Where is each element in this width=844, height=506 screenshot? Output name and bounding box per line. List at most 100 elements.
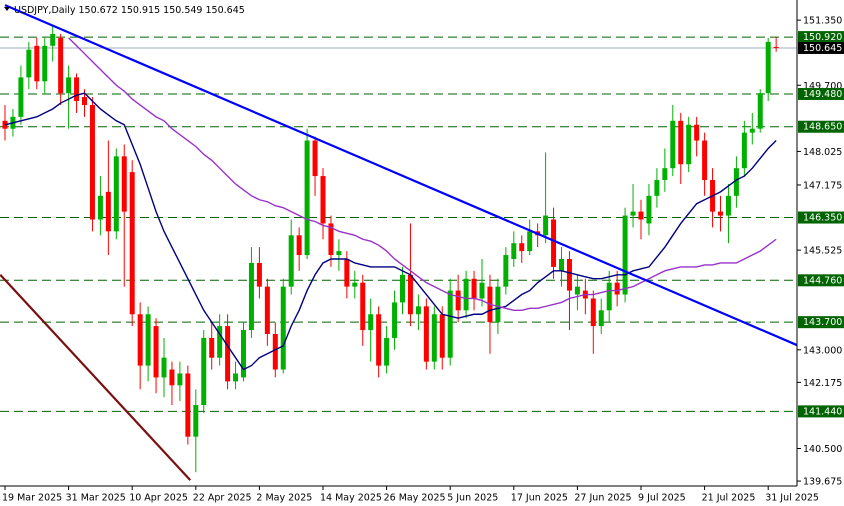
- candle-body: [225, 326, 231, 382]
- moving-average: [4, 92, 777, 371]
- candle-body: [145, 314, 151, 366]
- y-tick-label: 140.500: [803, 444, 842, 455]
- candle-body: [352, 282, 358, 287]
- candle-body: [304, 140, 310, 256]
- candle-body: [209, 337, 215, 358]
- candle-body: [551, 219, 557, 267]
- level-label: 146.350: [803, 213, 842, 224]
- level-label-box: [798, 316, 844, 329]
- candle-body: [574, 286, 580, 295]
- candle-body: [328, 223, 334, 256]
- trendline: [0, 274, 192, 481]
- candle-body: [718, 211, 723, 216]
- candle-body: [757, 93, 763, 129]
- y-tick-label: 142.175: [803, 378, 842, 389]
- candle-body: [241, 330, 246, 378]
- candle-body: [431, 314, 437, 362]
- candle-body: [201, 337, 207, 406]
- high-price: 150.915: [121, 5, 160, 16]
- candle-body: [296, 235, 302, 256]
- candle-body: [193, 405, 199, 437]
- y-tick-label: 139.675: [803, 477, 842, 488]
- level-label-box: [798, 31, 844, 44]
- candle-body: [415, 306, 421, 315]
- candle-body: [248, 262, 254, 331]
- candle-body: [527, 231, 533, 252]
- candle-body: [646, 195, 652, 224]
- candle-body: [26, 49, 32, 78]
- candle-body: [312, 140, 318, 177]
- candle-body: [423, 306, 429, 362]
- trendline: [4, 4, 797, 347]
- y-tick-label: 149.700: [803, 81, 842, 92]
- x-tick-label: 19 Mar 2025: [2, 493, 62, 504]
- candle-body: [614, 282, 620, 295]
- candle-body: [34, 45, 40, 82]
- y-tick-label: 151.350: [803, 16, 842, 27]
- moving-average: [68, 37, 777, 312]
- candle-body: [288, 235, 294, 287]
- candle-body: [598, 310, 604, 327]
- x-tick-label: 27 Jun 2025: [574, 493, 631, 504]
- level-label: 150.920: [803, 32, 842, 43]
- level-label: 143.700: [803, 317, 842, 328]
- candle-body: [217, 326, 223, 358]
- level-label: 144.760: [803, 275, 842, 286]
- candle-body: [280, 286, 286, 370]
- candle-body: [439, 314, 445, 358]
- candle-body: [74, 77, 80, 102]
- candle-body: [360, 282, 366, 331]
- candle-body: [479, 282, 485, 299]
- candle-body: [185, 373, 191, 437]
- current-price-box: [798, 41, 844, 54]
- candle-body: [662, 168, 668, 181]
- menu-triangle: [4, 7, 10, 11]
- y-tick-label: 148.025: [803, 147, 842, 158]
- candle-body: [503, 255, 509, 287]
- candle-body: [66, 77, 72, 94]
- candle-body: [82, 97, 87, 106]
- candle-body: [733, 168, 739, 196]
- candle-body: [606, 282, 612, 311]
- candle-body: [89, 105, 95, 220]
- candle-body: [18, 77, 24, 117]
- candle-body: [559, 258, 564, 271]
- x-tick-label: 2 May 2025: [256, 493, 312, 504]
- x-tick-label: 14 May 2025: [320, 493, 382, 504]
- symbol: USDJPY,Daily: [14, 5, 76, 16]
- candle-body: [233, 373, 239, 382]
- candle-body: [177, 373, 183, 386]
- candle-body: [686, 124, 692, 165]
- candle-body: [264, 286, 270, 335]
- candle-body: [121, 156, 127, 212]
- candle-body: [543, 215, 549, 236]
- x-tick-label: 31 Mar 2025: [66, 493, 126, 504]
- level-label-box: [798, 87, 844, 100]
- candle-body: [694, 124, 700, 141]
- y-tick-label: 143.000: [803, 345, 842, 356]
- candle-body: [447, 290, 453, 358]
- candle-body: [50, 33, 56, 46]
- candle-body: [256, 262, 262, 287]
- candle-body: [511, 243, 517, 259]
- candle-body: [407, 274, 413, 315]
- candle-body: [725, 195, 731, 216]
- chart-title: USDJPY,Daily 150.672 150.915 150.549 150…: [14, 5, 245, 16]
- low-price: 150.549: [163, 5, 202, 16]
- candle-body: [590, 298, 596, 327]
- candle-body: [137, 314, 143, 366]
- plot-area: [0, 4, 797, 481]
- candle-body: [384, 337, 390, 366]
- close-price: 150.645: [206, 5, 245, 16]
- candle-body: [519, 243, 525, 252]
- candle-body: [344, 258, 350, 287]
- candle-body: [566, 258, 572, 291]
- x-tick-label: 10 Apr 2025: [129, 493, 188, 504]
- candle-body: [129, 172, 135, 315]
- candle-body: [58, 37, 64, 94]
- candle-body: [42, 45, 48, 82]
- level-label-box: [798, 274, 844, 287]
- x-tick-label: 5 Jun 2025: [447, 493, 498, 504]
